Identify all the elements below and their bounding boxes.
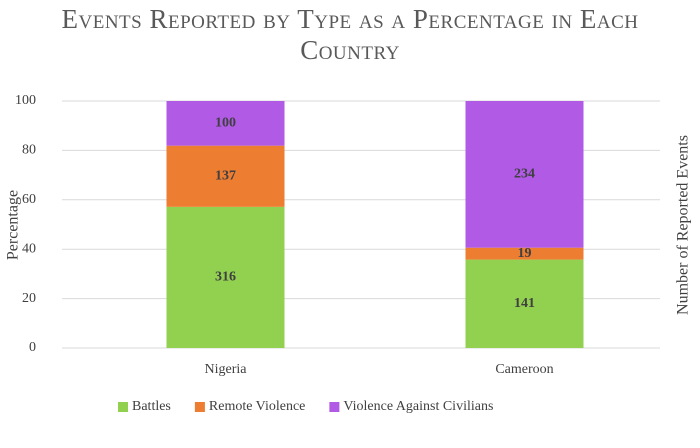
bar-segment <box>465 247 584 260</box>
legend-label: Battles <box>132 399 171 414</box>
y-tick-label: 20 <box>22 291 36 306</box>
data-label: 141 <box>514 296 535 311</box>
bar-segment <box>465 101 584 248</box>
y-axis-label: Percentage <box>5 190 22 260</box>
legend-label: Remote Violence <box>209 399 305 414</box>
y-tick-label: 80 <box>22 143 36 158</box>
x-tick-label: Cameroon <box>495 362 553 377</box>
y-tick-label: 60 <box>22 192 36 207</box>
data-label: 100 <box>215 116 236 131</box>
data-label: 137 <box>215 168 236 183</box>
bar-segment <box>166 145 285 207</box>
y2-axis-label: Number of Reported Events <box>675 135 692 315</box>
bar-segment <box>166 101 285 146</box>
y-tick-label: 0 <box>29 340 36 355</box>
legend-label: Violence Against Civilians <box>343 399 493 414</box>
x-tick-label: Nigeria <box>205 362 248 377</box>
data-label: 234 <box>514 167 535 182</box>
chart-title: Events Reported by Type as a Percentage … <box>61 4 639 65</box>
bar-segment <box>166 206 285 348</box>
legend-swatch <box>118 402 128 412</box>
legend-swatch <box>329 402 340 412</box>
bar-segment <box>465 259 584 348</box>
y-tick-label: 100 <box>15 93 36 108</box>
legend-swatch <box>194 402 205 412</box>
data-label: 316 <box>215 270 236 285</box>
y-tick-label: 40 <box>22 241 36 256</box>
data-label: 19 <box>518 246 532 261</box>
